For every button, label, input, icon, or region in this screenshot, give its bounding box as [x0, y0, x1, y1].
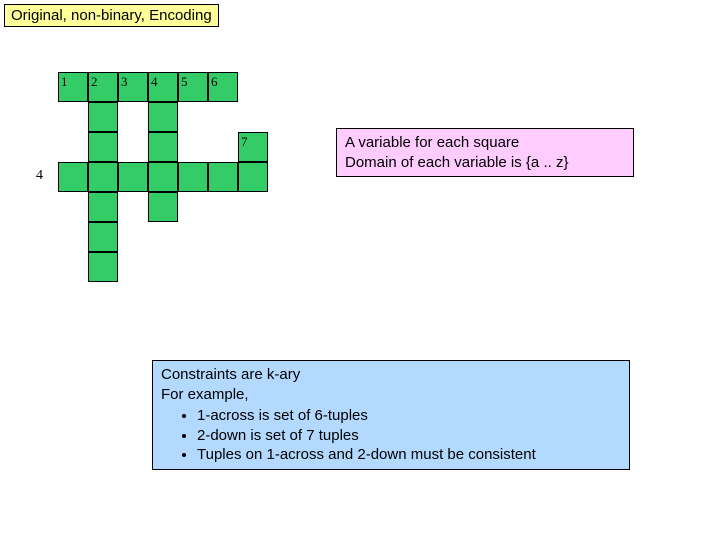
blue-heading2: For example, [161, 385, 621, 405]
grid-cell: 7 [238, 132, 268, 162]
grid-cell [148, 162, 178, 192]
grid-cell [148, 192, 178, 222]
grid-cell [88, 132, 118, 162]
blue-bullet: 1-across is set of 6-tuples [197, 406, 621, 426]
blue-bullet: 2-down is set of 7 tuples [197, 426, 621, 446]
title-box: Original, non-binary, Encoding [4, 4, 219, 27]
cell-number: 5 [181, 74, 188, 90]
blue-bullets: 1-across is set of 6-tuples 2-down is se… [161, 406, 621, 465]
grid-cell [178, 162, 208, 192]
cell-number: 4 [151, 74, 158, 90]
title-text: Original, non-binary, Encoding [11, 7, 212, 24]
grid-cell [88, 222, 118, 252]
grid-cell [148, 102, 178, 132]
blue-annotation: Constraints are k-ary For example, 1-acr… [152, 360, 630, 470]
grid-cell [148, 132, 178, 162]
cell-number: 7 [241, 134, 248, 150]
cell-number: 6 [211, 74, 218, 90]
blue-heading1: Constraints are k-ary [161, 365, 621, 385]
pink-line2: Domain of each variable is {a .. z} [345, 153, 625, 173]
grid-cell [88, 192, 118, 222]
grid-cell [88, 102, 118, 132]
cell-number: 3 [121, 74, 128, 90]
cell-number: 1 [61, 74, 68, 90]
pink-annotation: A variable for each square Domain of eac… [336, 128, 634, 177]
grid-cell [58, 162, 88, 192]
grid-cell: 6 [208, 72, 238, 102]
grid-cell: 1 [58, 72, 88, 102]
grid-cell [238, 162, 268, 192]
grid-cell [88, 252, 118, 282]
grid-cell: 3 [118, 72, 148, 102]
grid-cell: 2 [88, 72, 118, 102]
outer-row-label: 4 [36, 168, 43, 184]
cell-number: 2 [91, 74, 98, 90]
pink-line1: A variable for each square [345, 133, 625, 153]
blue-bullet: Tuples on 1-across and 2-down must be co… [197, 445, 621, 465]
grid-cell: 5 [178, 72, 208, 102]
grid-cell [118, 162, 148, 192]
grid-cell [88, 162, 118, 192]
grid-cell: 4 [148, 72, 178, 102]
grid-cell [208, 162, 238, 192]
